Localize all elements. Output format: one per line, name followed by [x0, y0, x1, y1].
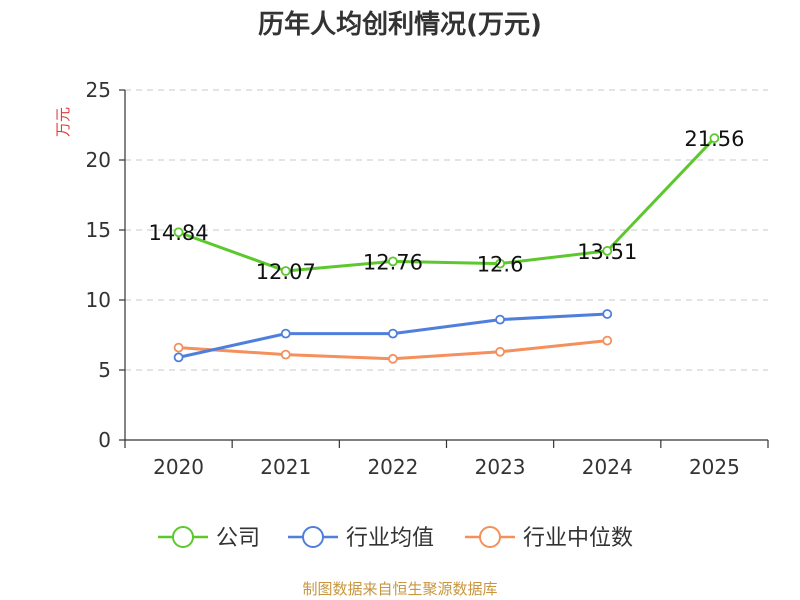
legend-label-0: 公司	[216, 526, 260, 551]
x-tick-label: 2020	[153, 455, 204, 479]
x-tick-label: 2023	[475, 455, 526, 479]
data-labels: 14.84 12.07 12.76 12.6 13.51 21.56	[149, 127, 745, 284]
data-point-2	[388, 353, 398, 364]
legend: 公司 行业均值 行业中位数	[158, 526, 633, 551]
data-label: 12.6	[477, 253, 524, 277]
y-tick-label: 20	[86, 148, 111, 172]
chart-title: 历年人均创利情况(万元)	[258, 10, 542, 40]
x-tick-label: 2024	[582, 455, 633, 479]
data-point-1	[495, 314, 505, 325]
y-tick-label: 25	[86, 78, 111, 102]
source-note: 制图数据来自恒生聚源数据库	[302, 580, 498, 598]
y-tick-label: 5	[98, 358, 111, 382]
data-label: 12.07	[256, 260, 316, 284]
data-point-1	[602, 309, 613, 319]
data-label: 14.84	[149, 221, 209, 245]
data-point-2	[495, 346, 505, 357]
legend-label-2: 行业中位数	[523, 526, 633, 551]
data-point-2	[602, 335, 613, 346]
data-point-0	[495, 258, 505, 269]
data-point-0	[388, 256, 398, 267]
y-axis-title: 万元	[54, 107, 72, 137]
y-tick-label: 15	[86, 218, 111, 242]
data-label: 21.56	[684, 127, 744, 151]
x-tick-label: 2025	[689, 455, 740, 479]
legend-marker-2	[479, 526, 501, 548]
data-point-0	[173, 227, 184, 238]
legend-marker-1	[302, 526, 324, 548]
data-point-2	[173, 342, 184, 353]
y-tick-label: 10	[86, 288, 111, 312]
data-label: 13.51	[577, 240, 637, 264]
series-lines	[173, 133, 720, 364]
data-point-1	[173, 352, 184, 363]
series-line-0	[178, 137, 716, 273]
x-tick-label: 2022	[367, 455, 418, 479]
data-point-0	[602, 245, 613, 256]
grid-lines	[125, 89, 768, 371]
data-point-2	[280, 349, 291, 360]
data-label: 12.76	[363, 250, 423, 274]
legend-label-1: 行业均值	[346, 526, 434, 551]
x-tick-label: 2021	[260, 455, 311, 479]
data-point-1	[388, 328, 398, 339]
data-point-0	[709, 133, 720, 144]
y-tick-label: 0	[98, 428, 111, 452]
legend-marker-0	[172, 526, 194, 548]
data-point-1	[280, 328, 291, 339]
data-point-0	[280, 266, 291, 276]
